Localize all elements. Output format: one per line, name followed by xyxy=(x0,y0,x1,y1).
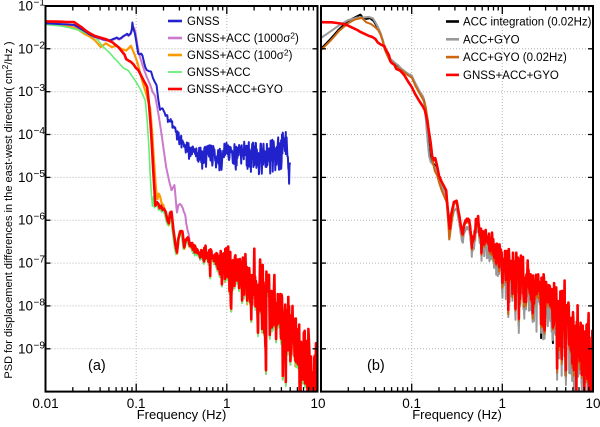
svg-text:−9: −9 xyxy=(34,340,46,351)
svg-text:ACC+GYO (0.02Hz): ACC+GYO (0.02Hz) xyxy=(463,52,567,64)
svg-text:10: 10 xyxy=(310,396,325,411)
svg-text:−2: −2 xyxy=(34,40,46,51)
svg-text:−8: −8 xyxy=(34,297,46,308)
svg-text:GNSS+ACC+GYO: GNSS+ACC+GYO xyxy=(187,84,283,96)
svg-text:GNSS+ACC: GNSS+ACC xyxy=(187,67,251,79)
svg-text:10: 10 xyxy=(585,396,600,411)
svg-text:GNSS: GNSS xyxy=(187,16,220,28)
svg-text:10: 10 xyxy=(18,298,33,313)
svg-text:0.1: 0.1 xyxy=(127,396,146,411)
svg-text:10: 10 xyxy=(18,213,33,228)
svg-text:ACC+GYO: ACC+GYO xyxy=(463,34,520,46)
svg-text:−7: −7 xyxy=(34,255,46,266)
svg-text:−1: −1 xyxy=(34,0,46,9)
svg-text:−6: −6 xyxy=(34,212,46,223)
svg-text:Frequency (Hz): Frequency (Hz) xyxy=(412,407,502,422)
svg-text:10: 10 xyxy=(18,256,33,271)
svg-text:10: 10 xyxy=(18,341,33,356)
svg-text:ACC integration (0.02Hz): ACC integration (0.02Hz) xyxy=(463,17,592,29)
svg-text:−3: −3 xyxy=(34,83,46,94)
svg-text:GNSS+ACC (1000σ2): GNSS+ACC (1000σ2) xyxy=(187,31,299,46)
svg-text:(a): (a) xyxy=(88,358,106,374)
svg-text:GNSS+ACC+GYO: GNSS+ACC+GYO xyxy=(463,70,559,82)
svg-text:GNSS+ACC (100σ2): GNSS+ACC (100σ2) xyxy=(187,48,293,63)
svg-text:10: 10 xyxy=(18,127,33,142)
svg-text:1: 1 xyxy=(499,396,507,411)
svg-text:−5: −5 xyxy=(34,169,46,180)
svg-text:−4: −4 xyxy=(34,126,46,137)
svg-text:(b): (b) xyxy=(367,358,385,374)
svg-text:10: 10 xyxy=(18,41,33,56)
svg-text:10: 10 xyxy=(18,0,33,14)
svg-text:Frequency (Hz): Frequency (Hz) xyxy=(137,407,227,422)
svg-text:10: 10 xyxy=(18,84,33,99)
svg-text:0.01: 0.01 xyxy=(32,396,58,411)
svg-text:0.1: 0.1 xyxy=(402,396,421,411)
svg-text:1: 1 xyxy=(223,396,231,411)
svg-text:PSD for displacement differenc: PSD for displacement differences in the … xyxy=(0,41,15,378)
svg-text:10: 10 xyxy=(18,170,33,185)
